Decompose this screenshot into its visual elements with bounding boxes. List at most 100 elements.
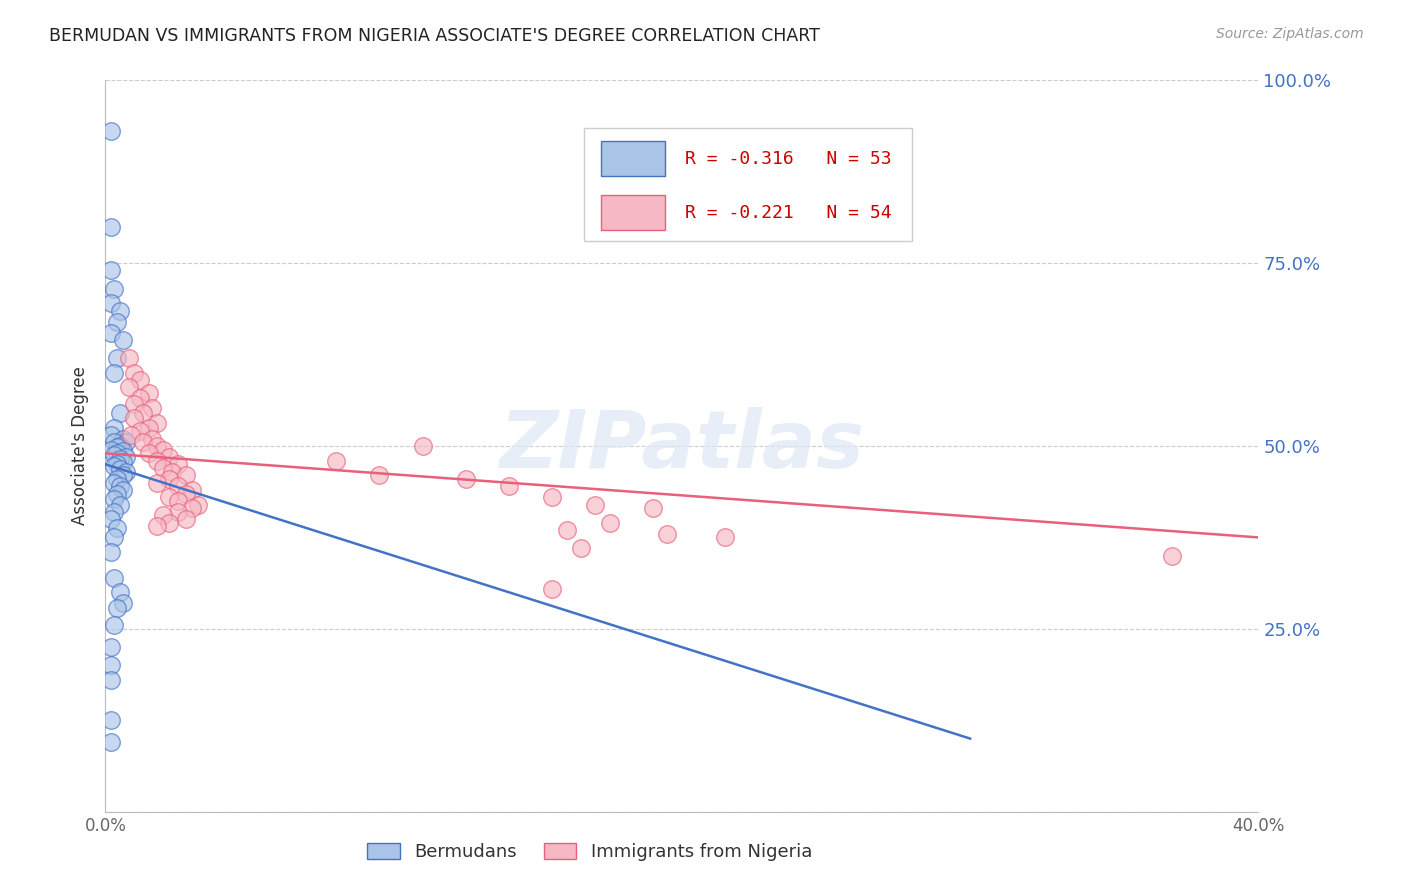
- Point: [108, 439, 131, 453]
- Point: [105, 351, 128, 366]
- Point: [157, 516, 180, 530]
- Point: [132, 435, 155, 450]
- Point: [111, 455, 134, 469]
- Point: [124, 396, 146, 410]
- Point: [103, 421, 125, 435]
- Text: R = -0.221   N = 54: R = -0.221 N = 54: [685, 203, 891, 222]
- Point: [105, 458, 128, 472]
- Point: [117, 351, 139, 366]
- Point: [368, 468, 391, 483]
- Text: ZIPatlas: ZIPatlas: [499, 407, 865, 485]
- Point: [124, 411, 146, 425]
- Point: [103, 530, 125, 544]
- Point: [111, 468, 134, 483]
- Point: [146, 453, 169, 467]
- Point: [657, 526, 679, 541]
- Point: [166, 505, 188, 519]
- Point: [100, 714, 122, 728]
- Point: [100, 442, 122, 457]
- Point: [108, 303, 131, 318]
- Point: [108, 406, 131, 420]
- Point: [138, 446, 160, 460]
- FancyBboxPatch shape: [602, 141, 665, 176]
- Point: [100, 640, 122, 655]
- Point: [146, 475, 169, 490]
- Y-axis label: Associate's Degree: Associate's Degree: [72, 367, 90, 525]
- Point: [152, 461, 174, 475]
- Point: [454, 472, 477, 486]
- Point: [141, 401, 163, 415]
- Point: [138, 421, 160, 435]
- Point: [100, 545, 122, 559]
- Point: [166, 494, 188, 508]
- Point: [103, 366, 125, 380]
- Point: [555, 523, 578, 537]
- Point: [643, 501, 665, 516]
- Point: [541, 582, 564, 596]
- Point: [103, 282, 125, 296]
- Point: [569, 541, 592, 556]
- Point: [166, 458, 188, 472]
- Point: [129, 425, 152, 439]
- FancyBboxPatch shape: [583, 128, 912, 241]
- Point: [111, 483, 134, 497]
- Point: [111, 432, 134, 446]
- Point: [585, 498, 607, 512]
- Text: R = -0.316   N = 53: R = -0.316 N = 53: [685, 150, 891, 168]
- Point: [129, 392, 152, 406]
- Legend: Bermudans, Immigrants from Nigeria: Bermudans, Immigrants from Nigeria: [360, 836, 820, 869]
- Point: [100, 326, 122, 340]
- Point: [103, 571, 125, 585]
- Point: [108, 462, 131, 476]
- Point: [141, 432, 163, 446]
- Point: [174, 486, 197, 500]
- Point: [541, 490, 564, 504]
- Point: [124, 366, 146, 380]
- Point: [103, 491, 125, 506]
- Point: [181, 501, 204, 516]
- Point: [111, 596, 134, 610]
- Point: [100, 658, 122, 673]
- Point: [100, 219, 122, 234]
- Text: BERMUDAN VS IMMIGRANTS FROM NIGERIA ASSOCIATE'S DEGREE CORRELATION CHART: BERMUDAN VS IMMIGRANTS FROM NIGERIA ASSO…: [49, 27, 820, 45]
- Point: [108, 479, 131, 493]
- Point: [100, 735, 122, 749]
- Point: [114, 435, 136, 450]
- Point: [132, 406, 155, 420]
- Point: [174, 512, 197, 526]
- Point: [105, 315, 128, 329]
- Point: [498, 479, 520, 493]
- Point: [108, 498, 131, 512]
- Point: [157, 450, 180, 464]
- FancyBboxPatch shape: [602, 195, 665, 230]
- Point: [138, 386, 160, 401]
- Point: [108, 585, 131, 599]
- Point: [108, 452, 131, 467]
- Point: [146, 416, 169, 430]
- Point: [105, 521, 128, 535]
- Point: [174, 468, 197, 483]
- Point: [129, 373, 152, 387]
- Point: [114, 465, 136, 479]
- Point: [325, 453, 347, 467]
- Point: [100, 673, 122, 687]
- Point: [103, 435, 125, 450]
- Point: [152, 442, 174, 457]
- Point: [105, 486, 128, 500]
- Point: [160, 465, 183, 479]
- Point: [111, 444, 134, 458]
- Point: [100, 512, 122, 526]
- Point: [181, 483, 204, 497]
- Point: [105, 441, 128, 455]
- Point: [103, 475, 125, 490]
- Point: [120, 428, 142, 442]
- Point: [100, 296, 122, 310]
- Point: [103, 448, 125, 462]
- Point: [187, 498, 209, 512]
- Point: [166, 479, 188, 493]
- Point: [105, 446, 128, 460]
- Point: [152, 508, 174, 523]
- Point: [103, 505, 125, 519]
- Point: [157, 490, 180, 504]
- Point: [146, 439, 169, 453]
